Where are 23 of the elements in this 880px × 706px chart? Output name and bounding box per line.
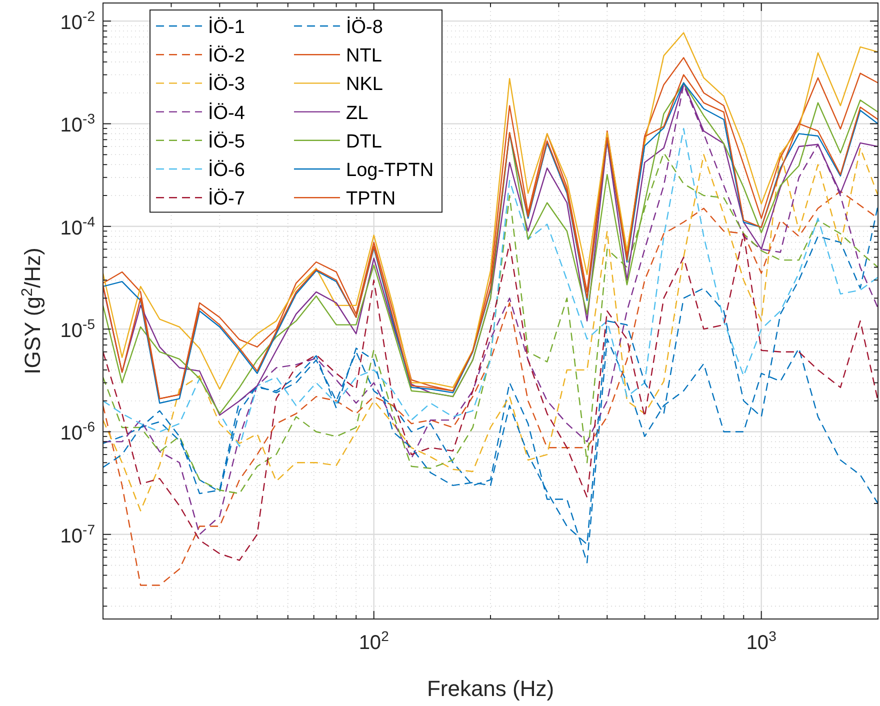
y-tick-label: 10$^{-7}$ <box>60 521 96 548</box>
legend-label: İÖ-7 <box>208 188 245 210</box>
legend-label: NTL <box>346 46 382 67</box>
legend-label: NKL <box>346 74 383 96</box>
x-tick-label: 10$^{2}$ <box>358 628 390 654</box>
legend-label: Log-TPTN <box>346 160 434 181</box>
legend-label: İÖ-5 <box>208 130 245 152</box>
y-tick-label: 10$^{-3}$ <box>60 110 96 137</box>
legend-label: DTL <box>346 131 382 152</box>
y-tick-label: 10$^{-5}$ <box>60 316 96 342</box>
y-tick-label: 10$^{-2}$ <box>60 8 96 34</box>
legend-label: ZL <box>346 102 368 124</box>
legend-label: İÖ-3 <box>208 73 245 96</box>
x-axis-title: Frekans (Hz) <box>426 676 554 701</box>
legend-label: İÖ-6 <box>208 159 245 181</box>
y-tick-label: 10$^{-6}$ <box>60 418 96 445</box>
y-tick-label: 10$^{-4}$ <box>60 213 96 240</box>
legend-label: İÖ-2 <box>208 44 245 67</box>
legend-label: İÖ-8 <box>346 16 383 38</box>
x-tick-label: 10$^{3}$ <box>746 628 777 654</box>
legend-label: İÖ-1 <box>208 16 245 38</box>
legend-label: TPTN <box>346 188 396 210</box>
legend-label: İÖ-4 <box>208 102 246 124</box>
